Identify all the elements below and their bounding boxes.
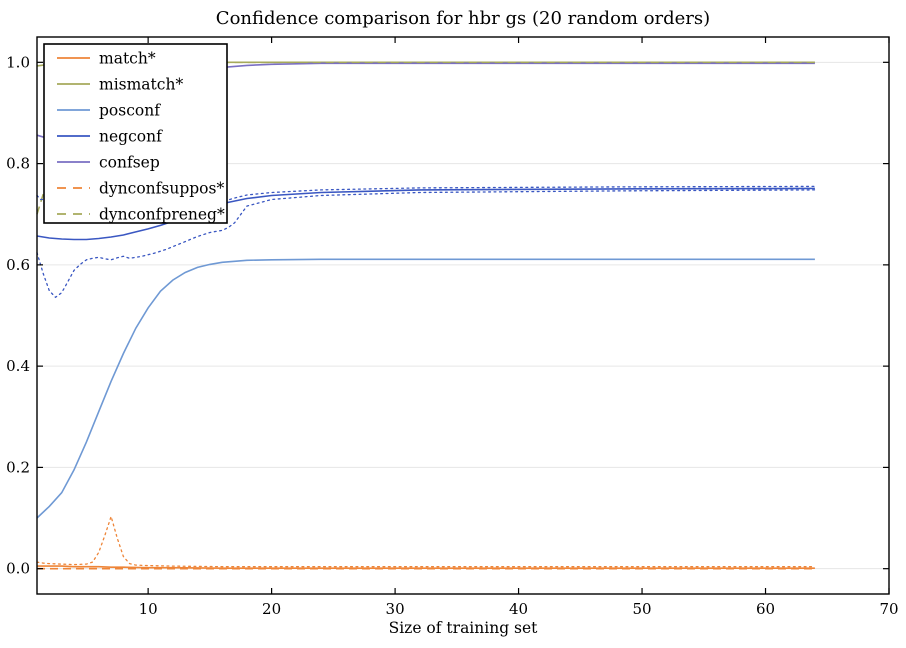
y-tick-label: 1.0 <box>6 53 30 71</box>
x-tick-label: 20 <box>262 600 281 618</box>
legend-item-match: match* <box>57 50 156 68</box>
x-tick-label: 40 <box>509 600 528 618</box>
y-tick-label: 0.4 <box>6 357 30 375</box>
legend: match* mismatch* posconf negconf confsep dync… <box>43 43 228 224</box>
plot-frame <box>36 36 890 595</box>
legend-label-dynconfsuppos: dynconfsuppos* <box>99 180 224 198</box>
legend-label-posconf: posconf <box>99 102 161 120</box>
legend-label-match: match* <box>99 50 156 68</box>
legend-label-negconf: negconf <box>99 128 163 146</box>
legend-box <box>43 43 228 224</box>
legend-label-confsep: confsep <box>99 154 160 172</box>
series-negconf-std-lower <box>36 189 816 299</box>
x-tick-label: 10 <box>139 600 158 618</box>
chart-title: Confidence comparison for hbr gs (20 ran… <box>216 8 710 29</box>
x-tick-label: 30 <box>386 600 405 618</box>
legend-item-negconf: negconf <box>57 128 163 146</box>
series-posconf <box>36 258 815 519</box>
y-tick-label: 0.8 <box>6 155 30 173</box>
legend-item-dynconfsuppos: dynconfsuppos* <box>57 180 224 198</box>
axes: 10 20 30 40 50 60 70 0.0 0.2 0.4 0.6 0.8 1.0 <box>6 36 899 618</box>
legend-item-confsep: confsep <box>57 154 160 172</box>
x-axis-label: Size of training set <box>389 619 539 637</box>
legend-item-mismatch: mismatch* <box>57 76 183 94</box>
x-tick-label: 50 <box>632 600 651 618</box>
legend-label-dynconfpreneg: dynconfpreneg* <box>99 206 225 224</box>
x-tick-label: 70 <box>879 600 898 618</box>
legend-label-mismatch: mismatch* <box>99 76 183 94</box>
legend-item-dynconfpreneg: dynconfpreneg* <box>57 206 225 224</box>
legend-item-posconf: posconf <box>57 102 161 120</box>
y-tick-label: 0.2 <box>6 458 30 476</box>
x-tick-label: 60 <box>756 600 775 618</box>
y-tick-label: 0.6 <box>6 256 30 274</box>
series-dynconfsuppos-std-upper <box>36 514 816 568</box>
y-tick-label: 0.0 <box>6 560 30 578</box>
